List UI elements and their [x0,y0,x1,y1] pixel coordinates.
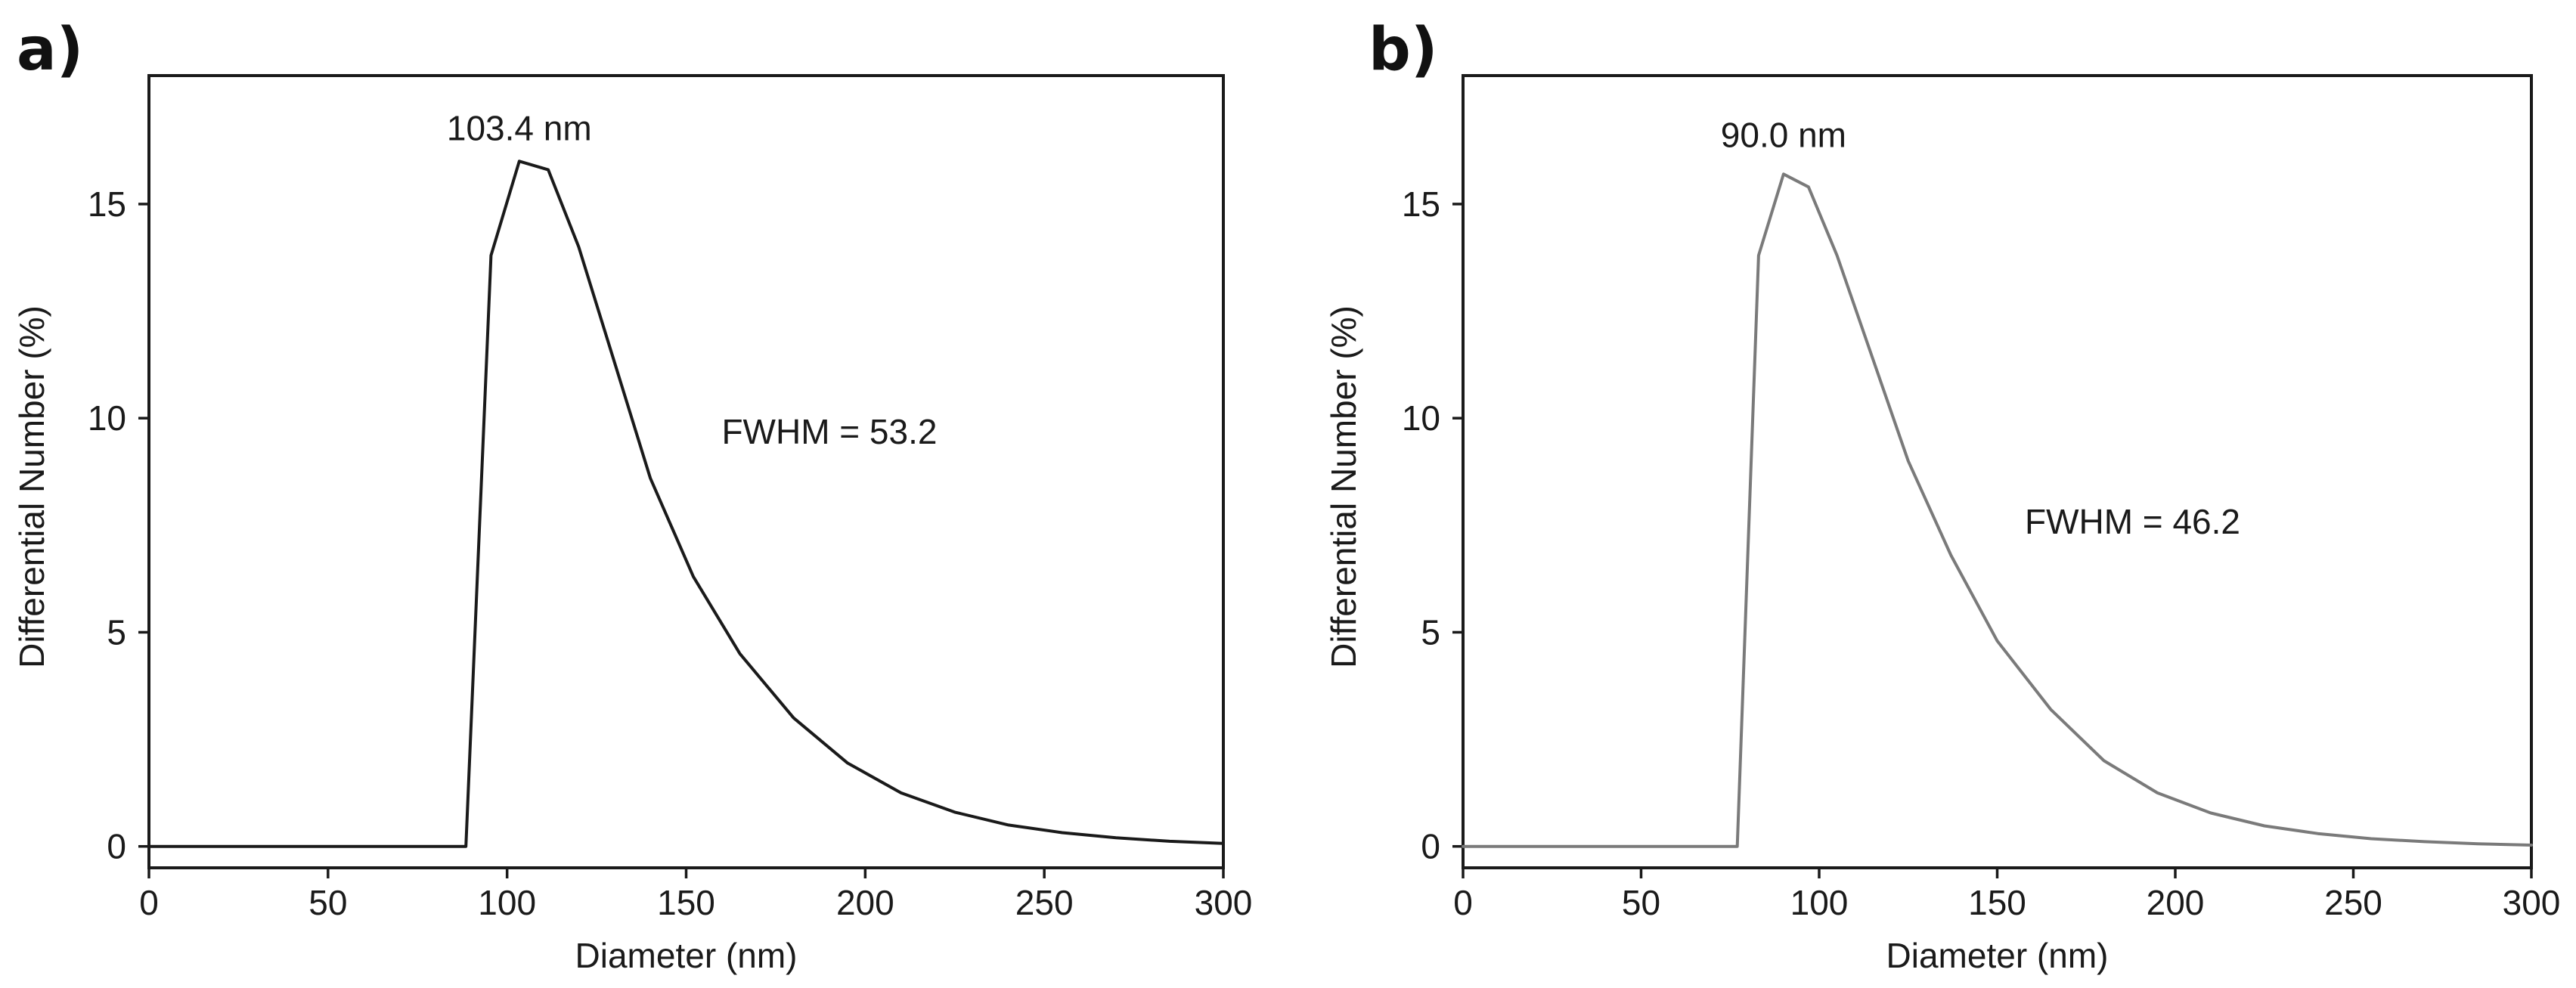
series-line [147,160,1225,848]
y-tick-label: 5 [107,612,126,652]
x-tick-label: 200 [836,883,894,922]
y-tick-label: 10 [1402,398,1440,438]
x-tick-label: 250 [1015,883,1074,922]
panel-label: a) [17,16,83,84]
y-tick-label: 10 [88,398,126,438]
x-tick-label: 0 [1453,883,1473,922]
y-tick-label: 0 [107,827,126,866]
x-tick-label: 300 [1195,883,1253,922]
y-tick-label: 0 [1421,827,1440,866]
y-tick-label: 15 [88,184,126,224]
y-axis-title: Differential Number (%) [1324,305,1363,668]
x-tick-label: 50 [308,883,347,922]
x-axis-title: Diameter (nm) [575,936,798,975]
x-tick-label: 200 [2147,883,2205,922]
x-tick-label: 50 [1622,883,1660,922]
peak-label: 90.0 nm [1721,115,1846,154]
x-tick-label: 150 [1968,883,2026,922]
y-axis-title: Differential Number (%) [12,305,51,668]
x-axis-title: Diameter (nm) [1886,936,2109,975]
series-line [1462,172,2533,848]
y-tick-label: 5 [1421,612,1440,652]
x-tick-label: 300 [2503,883,2561,922]
x-tick-label: 100 [478,883,536,922]
x-tick-label: 0 [139,883,159,922]
fwhm-label: FWHM = 53.2 [721,412,937,451]
panel-label: b) [1369,16,1437,84]
x-tick-label: 150 [657,883,715,922]
peak-label: 103.4 nm [447,108,592,147]
fwhm-label: FWHM = 46.2 [2025,502,2240,541]
panel-a: a) 0 50 100 150 200 250 300 0 5 10 15 Diameter (nm) D… [12,16,1252,975]
x-tick-label: 250 [2324,883,2382,922]
panel-b: b) 0 50 100 150 200 250 300 0 5 10 15 Diameter (nm) D… [1324,16,2560,975]
y-tick-label: 15 [1402,184,1440,224]
x-tick-label: 100 [1790,883,1849,922]
